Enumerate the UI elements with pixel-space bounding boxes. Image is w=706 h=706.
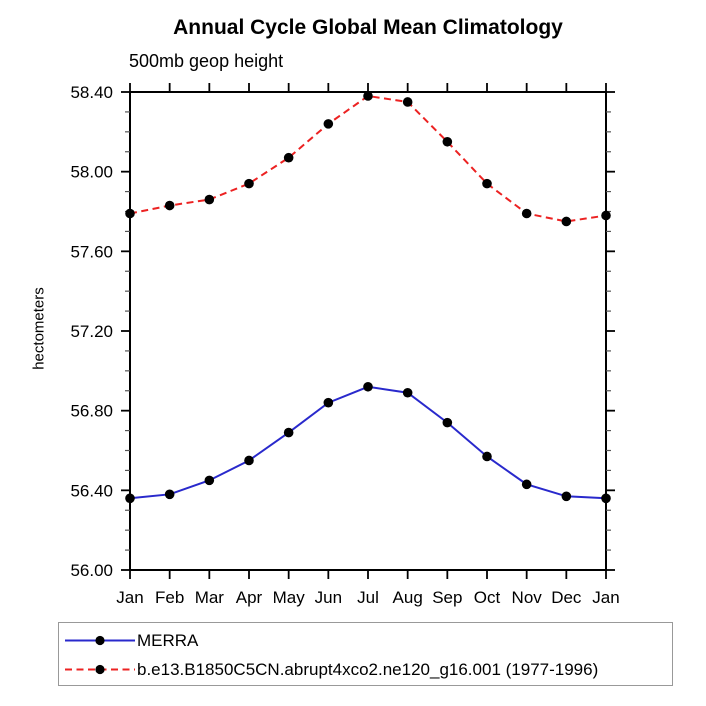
x-tick-label: May [273, 588, 306, 607]
data-point-marker [601, 493, 611, 504]
data-point-marker [204, 475, 215, 486]
y-tick-label: 56.80 [70, 402, 113, 421]
legend-swatch-merra-line [65, 635, 135, 646]
x-tick-labels: Jan Feb Mar Apr May Jun Jul Aug Sep Oct Nov Dec Jan [116, 588, 619, 607]
data-point-marker [601, 210, 611, 221]
legend-marker-dot [95, 635, 105, 646]
legend-marker-dot [95, 664, 105, 675]
data-point-marker [164, 489, 175, 500]
data-point-marker [561, 491, 572, 502]
data-point-marker [125, 493, 135, 504]
legend: MERRA b.e13.B1850C5CN.abrupt4xco2.ne120_… [58, 622, 673, 686]
data-point-marker [125, 208, 135, 219]
data-point-marker [442, 136, 453, 147]
plot-frame [129, 91, 607, 571]
legend-item-model: b.e13.B1850C5CN.abrupt4xco2.ne120_g16.00… [64, 655, 672, 684]
merra-markers [125, 381, 611, 504]
y-tick-label: 56.40 [70, 481, 113, 500]
x-tick-label: Jun [315, 588, 342, 607]
data-point-marker [482, 451, 492, 462]
data-point-marker [323, 397, 334, 408]
model-line [129, 94, 607, 223]
legend-label-merra: MERRA [137, 630, 199, 650]
data-point-marker [204, 194, 215, 205]
y-tick-label: 58.40 [70, 83, 113, 102]
x-ticks [129, 83, 607, 579]
data-point-marker [561, 216, 572, 227]
data-point-marker [402, 97, 413, 107]
x-tick-label: Jul [357, 588, 379, 607]
chart-subtitle: 500mb geop height [129, 51, 284, 71]
data-point-marker [482, 178, 492, 189]
x-tick-label: Oct [474, 588, 501, 607]
y-tick-label: 58.00 [70, 163, 113, 182]
y-tick-labels: 56.00 56.40 56.80 57.20 57.60 58.00 58.40 [70, 83, 113, 580]
x-tick-label: Nov [512, 588, 543, 607]
model-markers [125, 91, 611, 227]
data-point-marker [244, 178, 254, 189]
data-point-marker [363, 91, 373, 101]
data-point-marker [363, 381, 373, 392]
x-tick-label: Apr [236, 588, 263, 607]
y-tick-label: 57.20 [70, 322, 113, 341]
data-point-marker [521, 479, 532, 490]
chart-title: Annual Cycle Global Mean Climatology [173, 16, 563, 39]
data-point-marker [283, 152, 294, 163]
merra-line [129, 385, 607, 500]
data-point-marker [402, 387, 413, 398]
legend-swatch-model-line [65, 664, 135, 675]
data-point-marker [244, 455, 254, 466]
x-tick-label: Jan [116, 588, 143, 607]
y-tick-label: 56.00 [70, 561, 113, 580]
data-point-marker [164, 200, 175, 211]
data-point-marker [521, 208, 532, 219]
data-point-marker [442, 417, 453, 428]
x-tick-label: Sep [432, 588, 462, 607]
y-ticks [121, 91, 615, 571]
legend-item-merra: MERRA [64, 626, 672, 655]
x-tick-label: Dec [551, 588, 582, 607]
data-point-marker [323, 119, 334, 129]
data-point-marker [283, 427, 294, 438]
x-tick-label: Mar [195, 588, 225, 607]
x-tick-label: Aug [393, 588, 423, 607]
y-tick-label: 57.60 [70, 242, 113, 261]
legend-label-model: b.e13.B1850C5CN.abrupt4xco2.ne120_g16.00… [137, 659, 599, 679]
x-tick-label: Jan [592, 588, 619, 607]
x-tick-label: Feb [155, 588, 184, 607]
